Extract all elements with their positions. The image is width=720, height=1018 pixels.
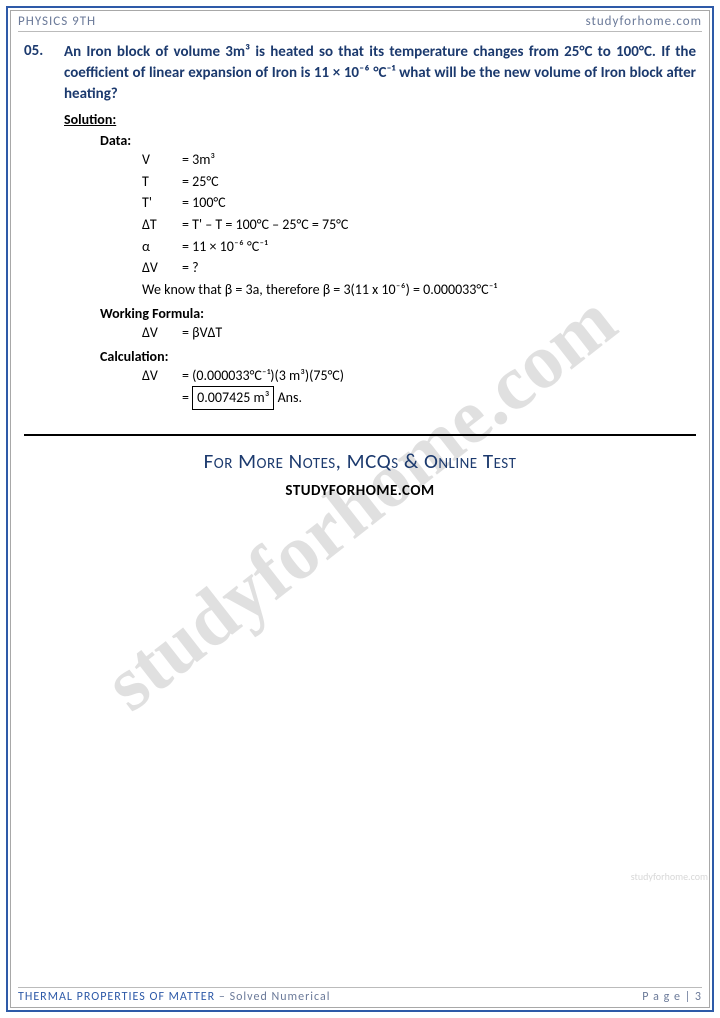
sym: ΔV — [142, 257, 182, 279]
promo-line-2: STUDYFORHOME.COM — [24, 482, 696, 500]
sym: ΔT — [142, 214, 182, 236]
val: = 25°C — [182, 171, 219, 193]
footer-left: THERMAL PROPERTIES OF MATTER – Solved Nu… — [18, 990, 330, 1004]
sym: T — [142, 171, 182, 193]
data-row: T= 25°C — [142, 171, 696, 193]
header-left: PHYSICS 9TH — [18, 14, 96, 29]
formula-row: ΔV= βVΔT — [142, 322, 696, 344]
question-text: An Iron block of volume 3m³ is heated so… — [64, 42, 696, 105]
sym: α — [142, 236, 182, 258]
val: = T' – T = 100°C – 25°C = 75°C — [182, 214, 348, 236]
val: = ? — [182, 257, 199, 279]
data-label: Data: — [100, 132, 696, 149]
page-label: P a g e — [642, 990, 684, 1004]
val: = 3m³ — [182, 149, 215, 171]
calculation-label: Calculation: — [100, 348, 696, 365]
question-row: 05. An Iron block of volume 3m³ is heate… — [24, 42, 696, 105]
header-right: studyforhome.com — [586, 14, 702, 29]
promo-line-1: For More Notes, MCQs & Online Test — [24, 448, 696, 474]
val: = βVΔT — [182, 322, 222, 344]
val: = 11 × 10⁻⁶ °C⁻¹ — [182, 236, 268, 258]
data-row: α= 11 × 10⁻⁶ °C⁻¹ — [142, 236, 696, 258]
calc-row: ΔV= (0.000033°C⁻¹)(3 m³)(75°C) — [142, 365, 696, 387]
data-row: ΔV= ? — [142, 257, 696, 279]
ans-label: Ans. — [278, 389, 302, 406]
sym: ΔV — [142, 322, 182, 344]
val: = 100°C — [182, 192, 226, 214]
calc-answer-row: = 0.007425 m³ Ans. — [142, 386, 696, 410]
page-number: | 3 — [685, 990, 702, 1004]
data-row: V= 3m³ — [142, 149, 696, 171]
page-header: PHYSICS 9TH studyforhome.com — [18, 14, 702, 32]
answer-box: 0.007425 m³ — [192, 386, 274, 410]
footer-right: P a g e | 3 — [642, 990, 702, 1004]
equals: = — [182, 389, 189, 406]
question-number: 05. — [24, 42, 64, 105]
footer-chapter: THERMAL PROPERTIES OF MATTER — [18, 990, 215, 1004]
sym: V — [142, 149, 182, 171]
solution-label: Solution: — [64, 111, 696, 128]
page-content: 05. An Iron block of volume 3m³ is heate… — [24, 42, 696, 500]
val: = (0.000033°C⁻¹)(3 m³)(75°C) — [182, 365, 344, 387]
data-row: ΔT= T' – T = 100°C – 25°C = 75°C — [142, 214, 696, 236]
page-footer: THERMAL PROPERTIES OF MATTER – Solved Nu… — [18, 987, 702, 1004]
watermark-side: studyforhome.com — [631, 870, 708, 883]
divider — [24, 434, 696, 436]
footer-subtitle: – Solved Numerical — [215, 990, 330, 1004]
sym: T' — [142, 192, 182, 214]
sym: ΔV — [142, 365, 182, 387]
data-row: T'= 100°C — [142, 192, 696, 214]
beta-note: We know that β = 3a, therefore β = 3(11 … — [142, 279, 696, 301]
working-formula-label: Working Formula: — [100, 305, 696, 322]
